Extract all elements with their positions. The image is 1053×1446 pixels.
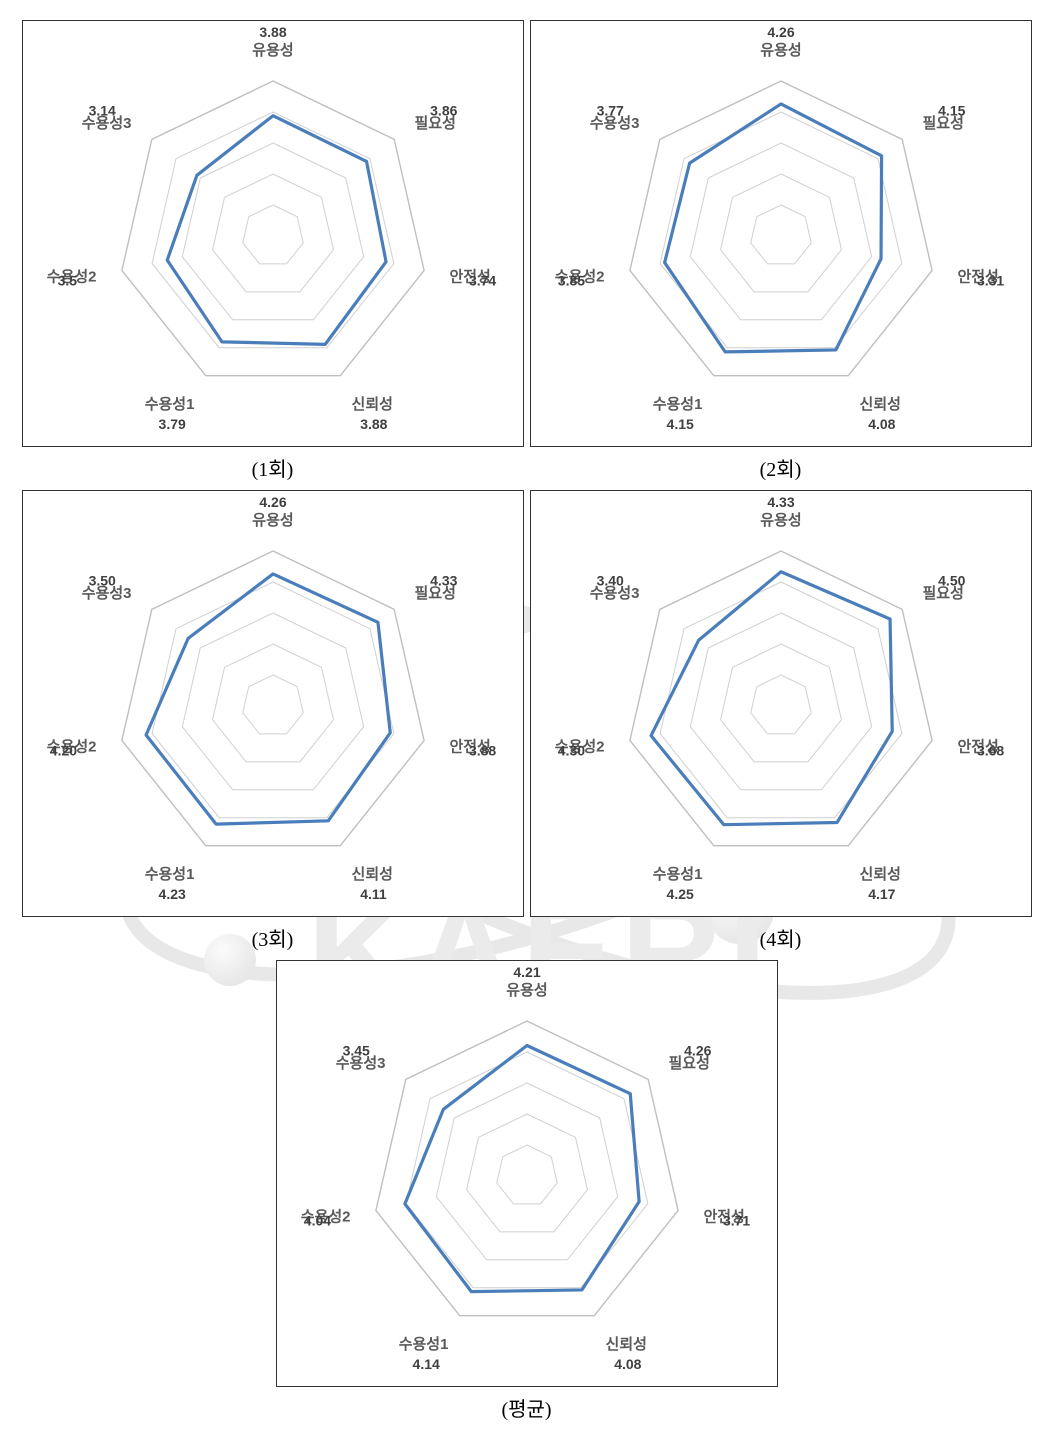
data-series [167, 116, 386, 345]
chart-caption: (평균) [501, 1393, 551, 1422]
axis-label: 유용성 [760, 41, 801, 59]
grid-ring [750, 205, 810, 264]
value-label: 4.33 [767, 494, 794, 510]
radar-chart-2: 유용성4.26필요성4.15안전성3.31신뢰성4.08수용성14.15수용성2… [531, 21, 1031, 441]
value-label: 4.17 [868, 886, 895, 902]
chart-cell: 유용성4.26필요성4.33안전성3.88신뢰성4.11수용성14.23수용성2… [22, 490, 524, 952]
data-series [651, 572, 892, 825]
chart-frame: 유용성4.26필요성4.33안전성3.88신뢰성4.11수용성14.23수용성2… [22, 490, 524, 917]
axis-label: 수용성1 [144, 395, 194, 413]
value-label: 4.08 [614, 1356, 641, 1372]
grid-ring [496, 1145, 556, 1204]
axis-label: 수용성1 [398, 1335, 448, 1353]
value-label: 4.33 [430, 573, 457, 589]
value-label: 3.68 [976, 743, 1003, 759]
grid-ring [750, 675, 810, 734]
value-label: 4.26 [259, 494, 286, 510]
grid-ring [212, 644, 333, 762]
value-label: 3.88 [468, 743, 495, 759]
value-label: 4.50 [938, 573, 965, 589]
grid-ring [182, 143, 363, 320]
value-label: 4.26 [684, 1043, 711, 1059]
grid-ring [720, 174, 841, 292]
axis-label: 유용성 [760, 511, 801, 529]
value-label: 4.26 [767, 24, 794, 40]
value-label: 3.14 [88, 103, 115, 119]
grid-ring [121, 551, 423, 846]
value-label: 4.23 [158, 886, 185, 902]
data-series [146, 574, 390, 824]
grid-ring [212, 174, 333, 292]
axis-label: 신뢰성 [351, 865, 392, 883]
value-label: 3.45 [342, 1043, 369, 1059]
value-label: 3.86 [430, 103, 457, 119]
chart-caption: (2회) [760, 453, 802, 482]
grid-ring [466, 1114, 587, 1232]
data-series [404, 1045, 638, 1291]
axis-label: 신뢰성 [351, 395, 392, 413]
chart-cell: 유용성4.21필요성4.26안전성3.71신뢰성4.08수용성14.14수용성2… [276, 960, 778, 1422]
axis-label: 수용성1 [652, 865, 702, 883]
chart-cell: 유용성3.88필요성3.86안전성3.74신뢰성3.88수용성13.79수용성2… [22, 20, 524, 482]
value-label: 4.30 [557, 743, 584, 759]
charts-grid: 유용성3.88필요성3.86안전성3.74신뢰성3.88수용성13.79수용성2… [20, 20, 1033, 1422]
value-label: 4.21 [513, 964, 540, 980]
page-wrap: KAERI 유용성3.88필요성3.86안전성3.74신뢰성3.88수용성13.… [20, 20, 1033, 1422]
grid-ring [629, 551, 931, 846]
value-label: 3.74 [468, 273, 495, 289]
value-label: 3.50 [88, 573, 115, 589]
axis-label: 신뢰성 [859, 865, 900, 883]
value-label: 3.79 [158, 416, 185, 432]
value-label: 3.88 [259, 24, 286, 40]
radar-chart-1: 유용성3.88필요성3.86안전성3.74신뢰성3.88수용성13.79수용성2… [23, 21, 523, 441]
radar-chart-3: 유용성4.26필요성4.33안전성3.88신뢰성4.11수용성14.23수용성2… [23, 491, 523, 911]
value-label: 3.85 [557, 273, 584, 289]
value-label: 3.71 [722, 1213, 749, 1229]
grid-ring [182, 613, 363, 790]
value-label: 4.11 [360, 886, 387, 902]
grid-ring [375, 1021, 677, 1316]
value-label: 4.15 [666, 416, 693, 432]
axis-label: 유용성 [506, 981, 547, 999]
grid-ring [629, 81, 931, 376]
chart-frame: 유용성4.33필요성4.50안전성3.68신뢰성4.17수용성14.25수용성2… [530, 490, 1032, 917]
chart-frame: 유용성4.26필요성4.15안전성3.31신뢰성4.08수용성14.15수용성2… [530, 20, 1032, 447]
grid-ring [242, 675, 302, 734]
axis-label: 신뢰성 [605, 1335, 646, 1353]
grid-ring [720, 644, 841, 762]
chart-frame: 유용성4.21필요성4.26안전성3.71신뢰성4.08수용성14.14수용성2… [276, 960, 778, 1387]
value-label: 4.20 [49, 743, 76, 759]
radar-chart-5: 유용성4.21필요성4.26안전성3.71신뢰성4.08수용성14.14수용성2… [277, 961, 777, 1381]
chart-caption: (3회) [252, 923, 294, 952]
value-label: 3.88 [360, 416, 387, 432]
value-label: 3.5 [57, 273, 77, 289]
axis-label: 유용성 [252, 511, 293, 529]
chart-frame: 유용성3.88필요성3.86안전성3.74신뢰성3.88수용성13.79수용성2… [22, 20, 524, 447]
chart-cell: 유용성4.33필요성4.50안전성3.68신뢰성4.17수용성14.25수용성2… [530, 490, 1032, 952]
chart-caption: (4회) [760, 923, 802, 952]
axis-label: 신뢰성 [859, 395, 900, 413]
value-label: 4.14 [412, 1356, 439, 1372]
value-label: 4.08 [868, 416, 895, 432]
grid-ring [690, 143, 871, 320]
grid-ring [690, 613, 871, 790]
chart-caption: (1회) [252, 453, 294, 482]
axis-label: 유용성 [252, 41, 293, 59]
grid-ring [436, 1083, 617, 1260]
value-label: 4.25 [666, 886, 693, 902]
chart-cell: 유용성4.26필요성4.15안전성3.31신뢰성4.08수용성14.15수용성2… [530, 20, 1032, 482]
value-label: 3.77 [596, 103, 623, 119]
value-label: 4.15 [938, 103, 965, 119]
radar-chart-4: 유용성4.33필요성4.50안전성3.68신뢰성4.17수용성14.25수용성2… [531, 491, 1031, 911]
grid-ring [242, 205, 302, 264]
axis-label: 수용성1 [652, 395, 702, 413]
axis-label: 수용성1 [144, 865, 194, 883]
value-label: 3.31 [976, 273, 1003, 289]
value-label: 4.04 [303, 1213, 330, 1229]
value-label: 3.40 [596, 573, 623, 589]
